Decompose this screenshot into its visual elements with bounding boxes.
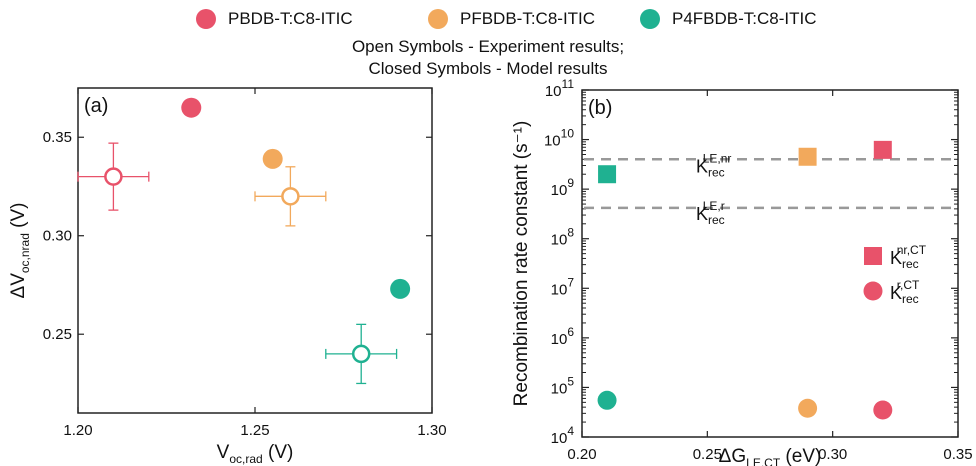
- legend-label-pbdb: PBDB-T:C8-ITIC: [228, 9, 353, 28]
- x-axis-label-a: Voc,rad (V): [217, 442, 294, 466]
- reference-line-label-0: KrecLE,nr: [696, 151, 731, 179]
- circle-point-2: [873, 400, 893, 420]
- legend-circle-b: [863, 281, 883, 301]
- legend-note-open: Open Symbols - Experiment results;: [351, 37, 625, 56]
- y-tick-label-b: 109: [551, 176, 575, 199]
- y-tick-label-b: 104: [551, 424, 575, 447]
- x-tick-label-b: 0.20: [567, 446, 596, 463]
- square-point-2: [873, 140, 892, 159]
- legend-marker-pfbdb: [428, 9, 448, 29]
- panel-label-a: (a): [84, 95, 108, 117]
- legend-item-pfbdb: PFBDB-T:C8-ITIC: [428, 6, 595, 32]
- y-tick-label-a: 0.30: [43, 228, 72, 245]
- legend-label-p4fbdb: P4FBDB-T:C8-ITIC: [672, 9, 817, 28]
- circle-point-0: [597, 390, 617, 410]
- legend-note-closed: Closed Symbols - Model results: [368, 59, 608, 78]
- x-tick-label-a: 1.30: [417, 422, 446, 439]
- y-tick-label-b: 108: [551, 226, 575, 249]
- y-tick-label-b: 107: [551, 275, 575, 298]
- x-tick-label-b: 0.30: [818, 446, 847, 463]
- x-tick-label-a: 1.25: [240, 422, 269, 439]
- panel-label-b: (b): [588, 97, 612, 119]
- legend-square-b: [864, 247, 882, 265]
- legend-marker-p4fbdb: [640, 9, 660, 29]
- figure-legend: PBDB-T:C8-ITIC PFBDB-T:C8-ITIC P4FBDB-T:…: [0, 6, 976, 32]
- legend-item-p4fbdb: P4FBDB-T:C8-ITIC: [640, 6, 817, 32]
- legend-label-b-1: Krecr,CT: [890, 278, 920, 306]
- plot-frame-b: [581, 89, 959, 438]
- y-axis-label-a: ΔVoc,nrad (V): [8, 202, 32, 298]
- x-axis-label-b: ΔGLE,CT (eV): [719, 446, 822, 466]
- y-tick-label-b: 1010: [544, 127, 574, 150]
- experiment-point-0: [104, 167, 123, 186]
- legend-item-pbdb: PBDB-T:C8-ITIC: [196, 6, 353, 32]
- y-tick-label-a: 0.25: [43, 326, 72, 343]
- model-point-1: [262, 148, 283, 169]
- experiment-point-1: [281, 187, 300, 206]
- square-point-1: [798, 147, 817, 166]
- y-tick-label-b: 105: [551, 374, 575, 397]
- legend-label-pfbdb: PFBDB-T:C8-ITIC: [460, 9, 596, 28]
- y-tick-label-b: 106: [551, 325, 575, 348]
- y-tick-label-a: 0.35: [43, 129, 72, 146]
- y-axis-label-b: Recombination rate constant (s⁻¹): [511, 121, 532, 407]
- square-point-0: [598, 165, 617, 184]
- experiment-point-2: [351, 344, 371, 364]
- legend-marker-pbdb: [196, 9, 216, 29]
- y-tick-label-b: 1011: [545, 77, 574, 100]
- model-point-0: [181, 97, 202, 118]
- reference-line-label-1: KrecLE,r: [696, 199, 725, 227]
- legend-label-b-0: Krecnr,CT: [890, 243, 927, 271]
- x-tick-label-b: 0.35: [943, 446, 972, 463]
- model-point-2: [390, 278, 411, 299]
- x-tick-label-b: 0.25: [693, 446, 722, 463]
- x-tick-label-a: 1.20: [63, 422, 92, 439]
- circle-point-1: [798, 398, 818, 418]
